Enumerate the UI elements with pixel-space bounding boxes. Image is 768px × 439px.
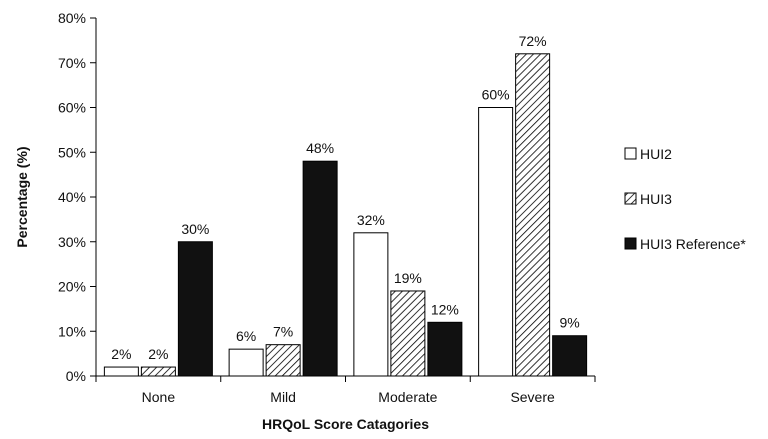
bar-hui3-mild xyxy=(265,344,301,377)
data-label: 6% xyxy=(236,328,256,344)
bar-hui2-severe xyxy=(478,107,514,377)
bar-hui3-reference-severe xyxy=(552,335,588,377)
x-axis-title: HRQoL Score Catagories xyxy=(262,416,429,432)
data-label: 2% xyxy=(111,346,131,362)
x-tick-label: Mild xyxy=(270,389,296,405)
legend-label: HUI2 xyxy=(640,146,672,162)
x-axis-ticks: None Mild Moderate Severe xyxy=(95,376,596,405)
data-label: 9% xyxy=(560,315,580,331)
y-tick-label: 0% xyxy=(66,368,86,384)
x-tick-label: None xyxy=(142,389,176,405)
data-label: 12% xyxy=(431,301,459,317)
data-label: 72% xyxy=(519,33,547,49)
x-tick-label: Severe xyxy=(510,389,555,405)
bar-hui3-reference-moderate xyxy=(427,321,463,377)
bar-hui3-severe xyxy=(515,53,551,377)
bar-hui2-mild xyxy=(228,348,264,377)
legend: HUI2 HUI3 HUI3 Reference* xyxy=(624,146,746,252)
bar-hui3-reference-none xyxy=(177,241,213,377)
y-tick-label: 80% xyxy=(58,10,86,26)
y-tick-label: 70% xyxy=(58,55,86,71)
y-axis-ticks: 0% 10% 20% 30% 40% 50% 60% 70% 80% xyxy=(58,10,96,384)
legend-label: HUI3 Reference* xyxy=(640,236,746,252)
bar-hui2-moderate xyxy=(353,232,389,377)
legend-swatch xyxy=(624,147,637,160)
y-tick-label: 10% xyxy=(58,323,86,339)
data-label: 2% xyxy=(148,346,168,362)
data-label: 30% xyxy=(181,221,209,237)
bar-hui3-moderate xyxy=(390,290,426,377)
bars xyxy=(103,53,588,377)
data-label: 19% xyxy=(394,270,422,286)
legend-swatch xyxy=(624,192,637,205)
data-label: 60% xyxy=(482,87,510,103)
bar-hui2-none xyxy=(103,366,139,377)
y-axis-title: Percentage (%) xyxy=(14,146,30,247)
y-tick-label: 30% xyxy=(58,234,86,250)
legend-swatch xyxy=(624,237,637,250)
bar-hui3-reference-mild xyxy=(302,160,338,377)
data-label: 48% xyxy=(306,140,334,156)
legend-label: HUI3 xyxy=(640,191,672,207)
y-tick-label: 50% xyxy=(58,144,86,160)
y-tick-label: 40% xyxy=(58,189,86,205)
x-tick-label: Moderate xyxy=(378,389,437,405)
y-tick-label: 20% xyxy=(58,279,86,295)
data-labels: 2% 2% 30% 6% 7% 48% 32% 19% 12% 60% 72% 9% xyxy=(111,33,579,362)
y-tick-label: 60% xyxy=(58,100,86,116)
bar-hui3-none xyxy=(140,366,176,377)
data-label: 7% xyxy=(273,324,293,340)
data-label: 32% xyxy=(357,212,385,228)
